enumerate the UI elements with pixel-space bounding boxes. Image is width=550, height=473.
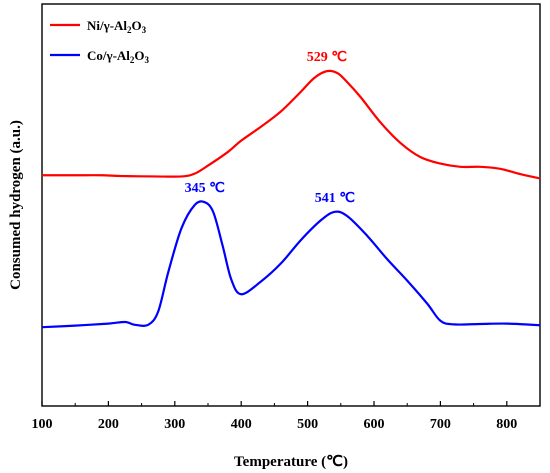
peak-label: 529 ℃ xyxy=(307,50,348,65)
co-series-line xyxy=(41,200,541,329)
peak-annotations: 529 ℃ 345 ℃ 541 ℃ xyxy=(185,50,356,206)
x-tick-label: 700 xyxy=(430,417,451,432)
x-axis-title: Temperature (℃) xyxy=(234,454,348,470)
y-axis-title: Consumed hydrogen (a.u.) xyxy=(8,120,24,290)
x-tick-label: 100 xyxy=(32,417,53,432)
x-axis-ticks: 100 200 300 400 500 600 700 800 xyxy=(32,401,541,432)
ni-series-line xyxy=(42,69,541,180)
peak-label: 541 ℃ xyxy=(315,191,356,206)
peak-label: 345 ℃ xyxy=(185,181,226,196)
plot-frame xyxy=(41,3,541,407)
legend-label-ni: Ni/γ-Al2O3 xyxy=(87,18,147,35)
x-tick-label: 200 xyxy=(98,417,119,432)
legend: Ni/γ-Al2O3 Co/γ-Al2O3 xyxy=(50,18,150,65)
x-tick-label: 800 xyxy=(496,417,517,432)
x-tick-label: 500 xyxy=(297,417,318,432)
x-tick-label: 300 xyxy=(164,417,185,432)
legend-label-co: Co/γ-Al2O3 xyxy=(87,48,150,65)
x-tick-label: 400 xyxy=(231,417,252,432)
x-tick-label: 600 xyxy=(364,417,385,432)
